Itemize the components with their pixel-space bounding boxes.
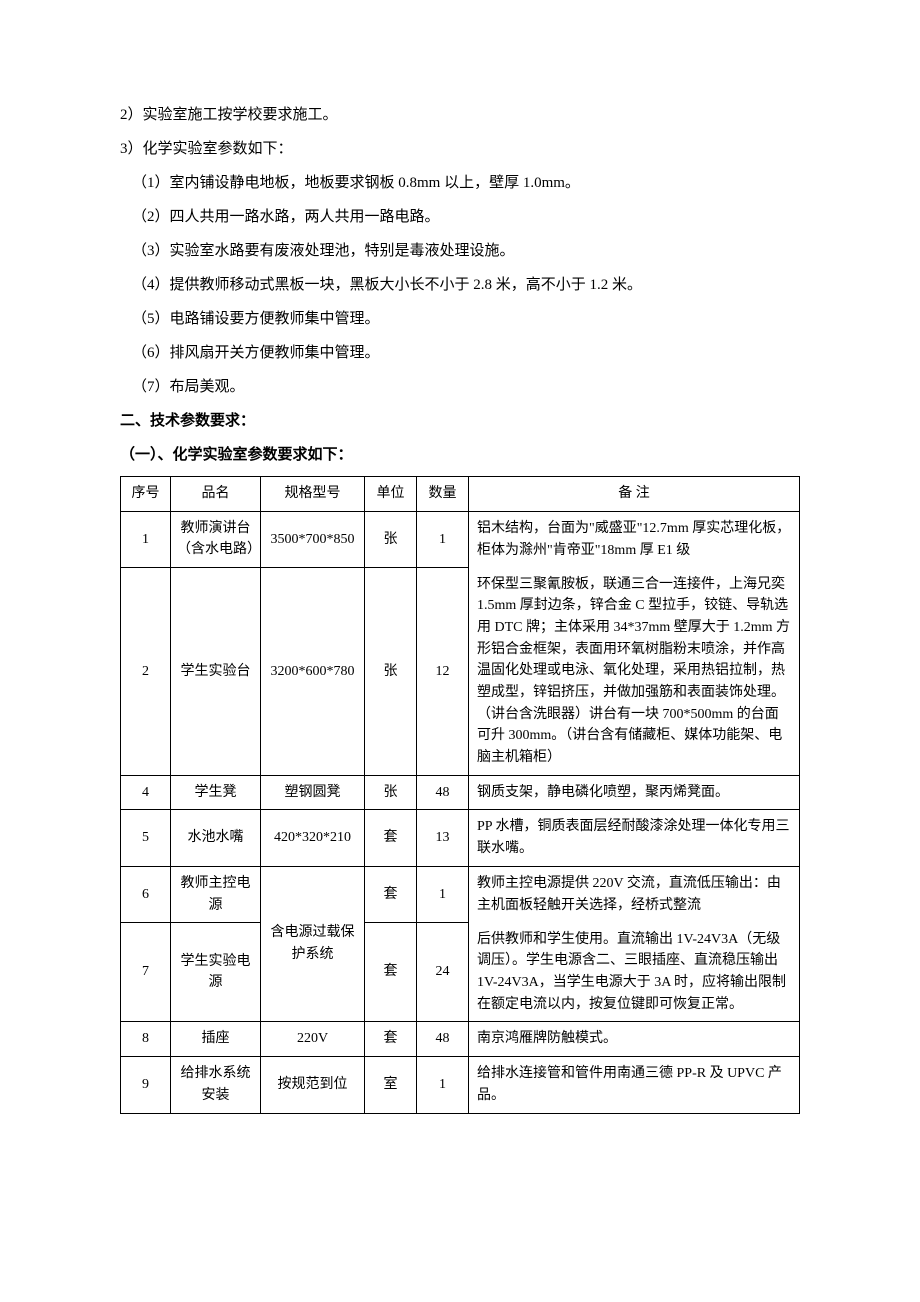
th-seq: 序号: [121, 477, 171, 512]
table-row: 9 给排水系统安装 按规范到位 室 1 给排水连接管和管件用南通三德 PP-R …: [121, 1057, 800, 1113]
paragraph-3-6: （6）排风扇开关方便教师集中管理。: [120, 338, 800, 368]
cell-remark: 南京鸿雁牌防触模式。: [469, 1022, 800, 1057]
cell-qty: 12: [417, 568, 469, 776]
paragraph-3-1: （1）室内铺设静电地板，地板要求钢板 0.8mm 以上，壁厚 1.0mm。: [120, 168, 800, 198]
cell-seq: 9: [121, 1057, 171, 1113]
cell-qty: 1: [417, 511, 469, 567]
cell-spec: 3200*600*780: [261, 568, 365, 776]
cell-unit: 套: [365, 866, 417, 922]
paragraph-2: 2）实验室施工按学校要求施工。: [120, 100, 800, 130]
cell-remark: 给排水连接管和管件用南通三德 PP-R 及 UPVC 产品。: [469, 1057, 800, 1113]
paragraph-3-5: （5）电路铺设要方便教师集中管理。: [120, 304, 800, 334]
cell-seq: 6: [121, 866, 171, 922]
cell-remark: 后供教师和学生使用。直流输出 1V-24V3A（无级调压）。学生电源含二、三眼插…: [469, 923, 800, 1022]
cell-spec: 按规范到位: [261, 1057, 365, 1113]
cell-name: 学生凳: [171, 775, 261, 810]
cell-unit: 张: [365, 511, 417, 567]
paragraph-3-7: （7）布局美观。: [120, 372, 800, 402]
cell-qty: 1: [417, 1057, 469, 1113]
cell-name: 水池水嘴: [171, 810, 261, 866]
cell-name: 教师主控电源: [171, 866, 261, 922]
th-qty: 数量: [417, 477, 469, 512]
cell-spec: 420*320*210: [261, 810, 365, 866]
th-unit: 单位: [365, 477, 417, 512]
cell-seq: 1: [121, 511, 171, 567]
chem-lab-params-table: 序号 品名 规格型号 单位 数量 备 注 1 教师演讲台（含水电路） 3500*…: [120, 476, 800, 1114]
cell-spec: 220V: [261, 1022, 365, 1057]
cell-name: 给排水系统安装: [171, 1057, 261, 1113]
heading-tech-params: 二、技术参数要求：: [120, 406, 800, 436]
cell-remark: 铝木结构，台面为"威盛亚"12.7mm 厚实芯理化板，柜体为滁州"肯帝亚"18m…: [469, 511, 800, 567]
th-remark: 备 注: [469, 477, 800, 512]
table-row: 4 学生凳 塑钢圆凳 张 48 钢质支架，静电磷化喷塑，聚丙烯凳面。: [121, 775, 800, 810]
cell-seq: 5: [121, 810, 171, 866]
cell-spec: 含电源过载保护系统: [261, 866, 365, 1022]
cell-seq: 2: [121, 568, 171, 776]
cell-unit: 张: [365, 775, 417, 810]
cell-name: 学生实验电源: [171, 923, 261, 1022]
table-row: 8 插座 220V 套 48 南京鸿雁牌防触模式。: [121, 1022, 800, 1057]
heading-chem-lab-params: （一）、化学实验室参数要求如下：: [120, 440, 800, 470]
paragraph-3: 3）化学实验室参数如下：: [120, 134, 800, 164]
table-row: 2 学生实验台 3200*600*780 张 12 环保型三聚氰胺板，联通三合一…: [121, 568, 800, 776]
cell-remark: 钢质支架，静电磷化喷塑，聚丙烯凳面。: [469, 775, 800, 810]
cell-remark: PP 水槽，铜质表面层经耐酸漆涂处理一体化专用三联水嘴。: [469, 810, 800, 866]
table-row: 5 水池水嘴 420*320*210 套 13 PP 水槽，铜质表面层经耐酸漆涂…: [121, 810, 800, 866]
paragraph-3-2: （2）四人共用一路水路，两人共用一路电路。: [120, 202, 800, 232]
table-header-row: 序号 品名 规格型号 单位 数量 备 注: [121, 477, 800, 512]
cell-name: 教师演讲台（含水电路）: [171, 511, 261, 567]
cell-seq: 7: [121, 923, 171, 1022]
cell-unit: 套: [365, 810, 417, 866]
th-name: 品名: [171, 477, 261, 512]
cell-qty: 1: [417, 866, 469, 922]
table-row: 1 教师演讲台（含水电路） 3500*700*850 张 1 铝木结构，台面为"…: [121, 511, 800, 567]
th-spec: 规格型号: [261, 477, 365, 512]
cell-name: 插座: [171, 1022, 261, 1057]
cell-unit: 套: [365, 923, 417, 1022]
cell-remark: 教师主控电源提供 220V 交流，直流低压输出：由主机面板轻触开关选择，经桥式整…: [469, 866, 800, 922]
cell-qty: 13: [417, 810, 469, 866]
cell-name: 学生实验台: [171, 568, 261, 776]
cell-spec: 塑钢圆凳: [261, 775, 365, 810]
cell-seq: 8: [121, 1022, 171, 1057]
table-row: 7 学生实验电源 套 24 后供教师和学生使用。直流输出 1V-24V3A（无级…: [121, 923, 800, 1022]
paragraph-3-4: （4）提供教师移动式黑板一块，黑板大小长不小于 2.8 米，高不小于 1.2 米…: [120, 270, 800, 300]
cell-unit: 张: [365, 568, 417, 776]
cell-qty: 24: [417, 923, 469, 1022]
cell-unit: 套: [365, 1022, 417, 1057]
cell-qty: 48: [417, 1022, 469, 1057]
cell-qty: 48: [417, 775, 469, 810]
cell-remark: 环保型三聚氰胺板，联通三合一连接件，上海兄奕 1.5mm 厚封边条，锌合金 C …: [469, 568, 800, 776]
table-row: 6 教师主控电源 含电源过载保护系统 套 1 教师主控电源提供 220V 交流，…: [121, 866, 800, 922]
cell-spec: 3500*700*850: [261, 511, 365, 567]
cell-unit: 室: [365, 1057, 417, 1113]
paragraph-3-3: （3）实验室水路要有废液处理池，特别是毒液处理设施。: [120, 236, 800, 266]
cell-seq: 4: [121, 775, 171, 810]
